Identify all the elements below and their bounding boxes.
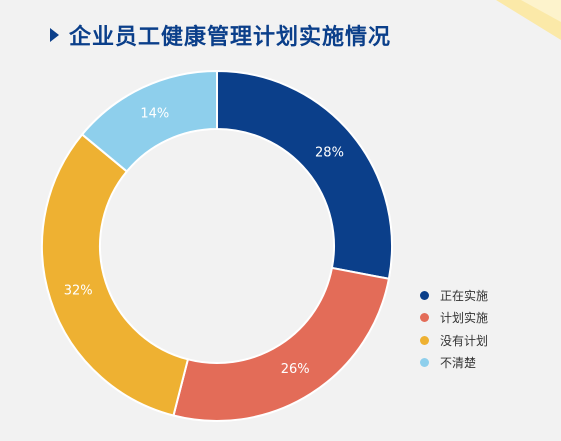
legend-dot-icon: [420, 358, 429, 368]
donut-slice-2: [172, 266, 391, 422]
chart-title: 企业员工健康管理计划实施情况: [69, 25, 392, 50]
corner-decoration: [496, 0, 561, 40]
donut-slice-1: [216, 69, 393, 280]
donut-slice-3: [41, 133, 190, 417]
legend-label: 没有计划: [440, 333, 489, 348]
title-arrow-icon: [50, 28, 59, 42]
legend-dot-icon: [420, 290, 429, 300]
slice-label-3: 32%: [64, 284, 93, 299]
legend-label: 不清楚: [440, 356, 477, 371]
chart-title-row: 企业员工健康管理计划实施情况: [50, 20, 391, 50]
donut-slice-4: [80, 69, 218, 173]
legend-label: 正在实施: [440, 288, 489, 303]
legend-item-4: 不清楚: [420, 352, 488, 375]
slice-label-2: 26%: [281, 362, 310, 377]
chart-legend: 正在实施计划实施没有计划不清楚: [420, 284, 488, 374]
legend-item-3: 没有计划: [420, 329, 488, 352]
slice-label-1: 28%: [315, 145, 344, 160]
legend-dot-icon: [420, 313, 429, 323]
legend-item-1: 正在实施: [420, 284, 488, 307]
legend-item-2: 计划实施: [420, 307, 488, 330]
legend-dot-icon: [420, 335, 429, 345]
legend-label: 计划实施: [440, 311, 489, 326]
slice-label-4: 14%: [140, 106, 169, 121]
